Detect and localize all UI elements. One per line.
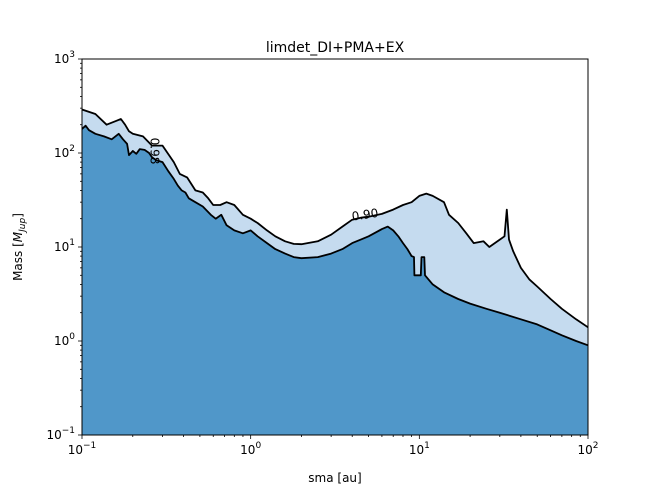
contour-label: 0.90	[351, 206, 379, 224]
y-tick-label: 100	[54, 332, 75, 348]
contour-line-0-9	[82, 108, 588, 329]
contour-labels: 0.90 0.98	[148, 138, 380, 224]
chart-title: limdet_DI+PMA+EX	[266, 40, 405, 56]
contour-line-0-98	[82, 124, 588, 347]
y-tick-label: 102	[54, 144, 75, 160]
y-tick-label: 10−1	[46, 426, 75, 442]
x-tick-label: 100	[240, 441, 261, 457]
contour-lines	[82, 108, 588, 347]
x-tick-label: 102	[577, 441, 598, 457]
x-axis-label: sma [au]	[308, 471, 361, 485]
y-tick-label: 103	[54, 50, 75, 66]
x-tick-label: 101	[409, 441, 430, 457]
contour-fill-dark	[82, 125, 588, 435]
y-axis-label: Mass [MJup]	[11, 213, 28, 281]
x-tick-label: 10−1	[68, 441, 97, 457]
y-axis-ticks: 10−1 100 101 102 103	[46, 50, 82, 442]
filled-regions	[82, 109, 588, 435]
x-axis-ticks: 10−1 100 101 102	[68, 435, 599, 457]
contour-label: 0.98	[148, 138, 162, 165]
y-tick-label: 101	[54, 238, 75, 254]
